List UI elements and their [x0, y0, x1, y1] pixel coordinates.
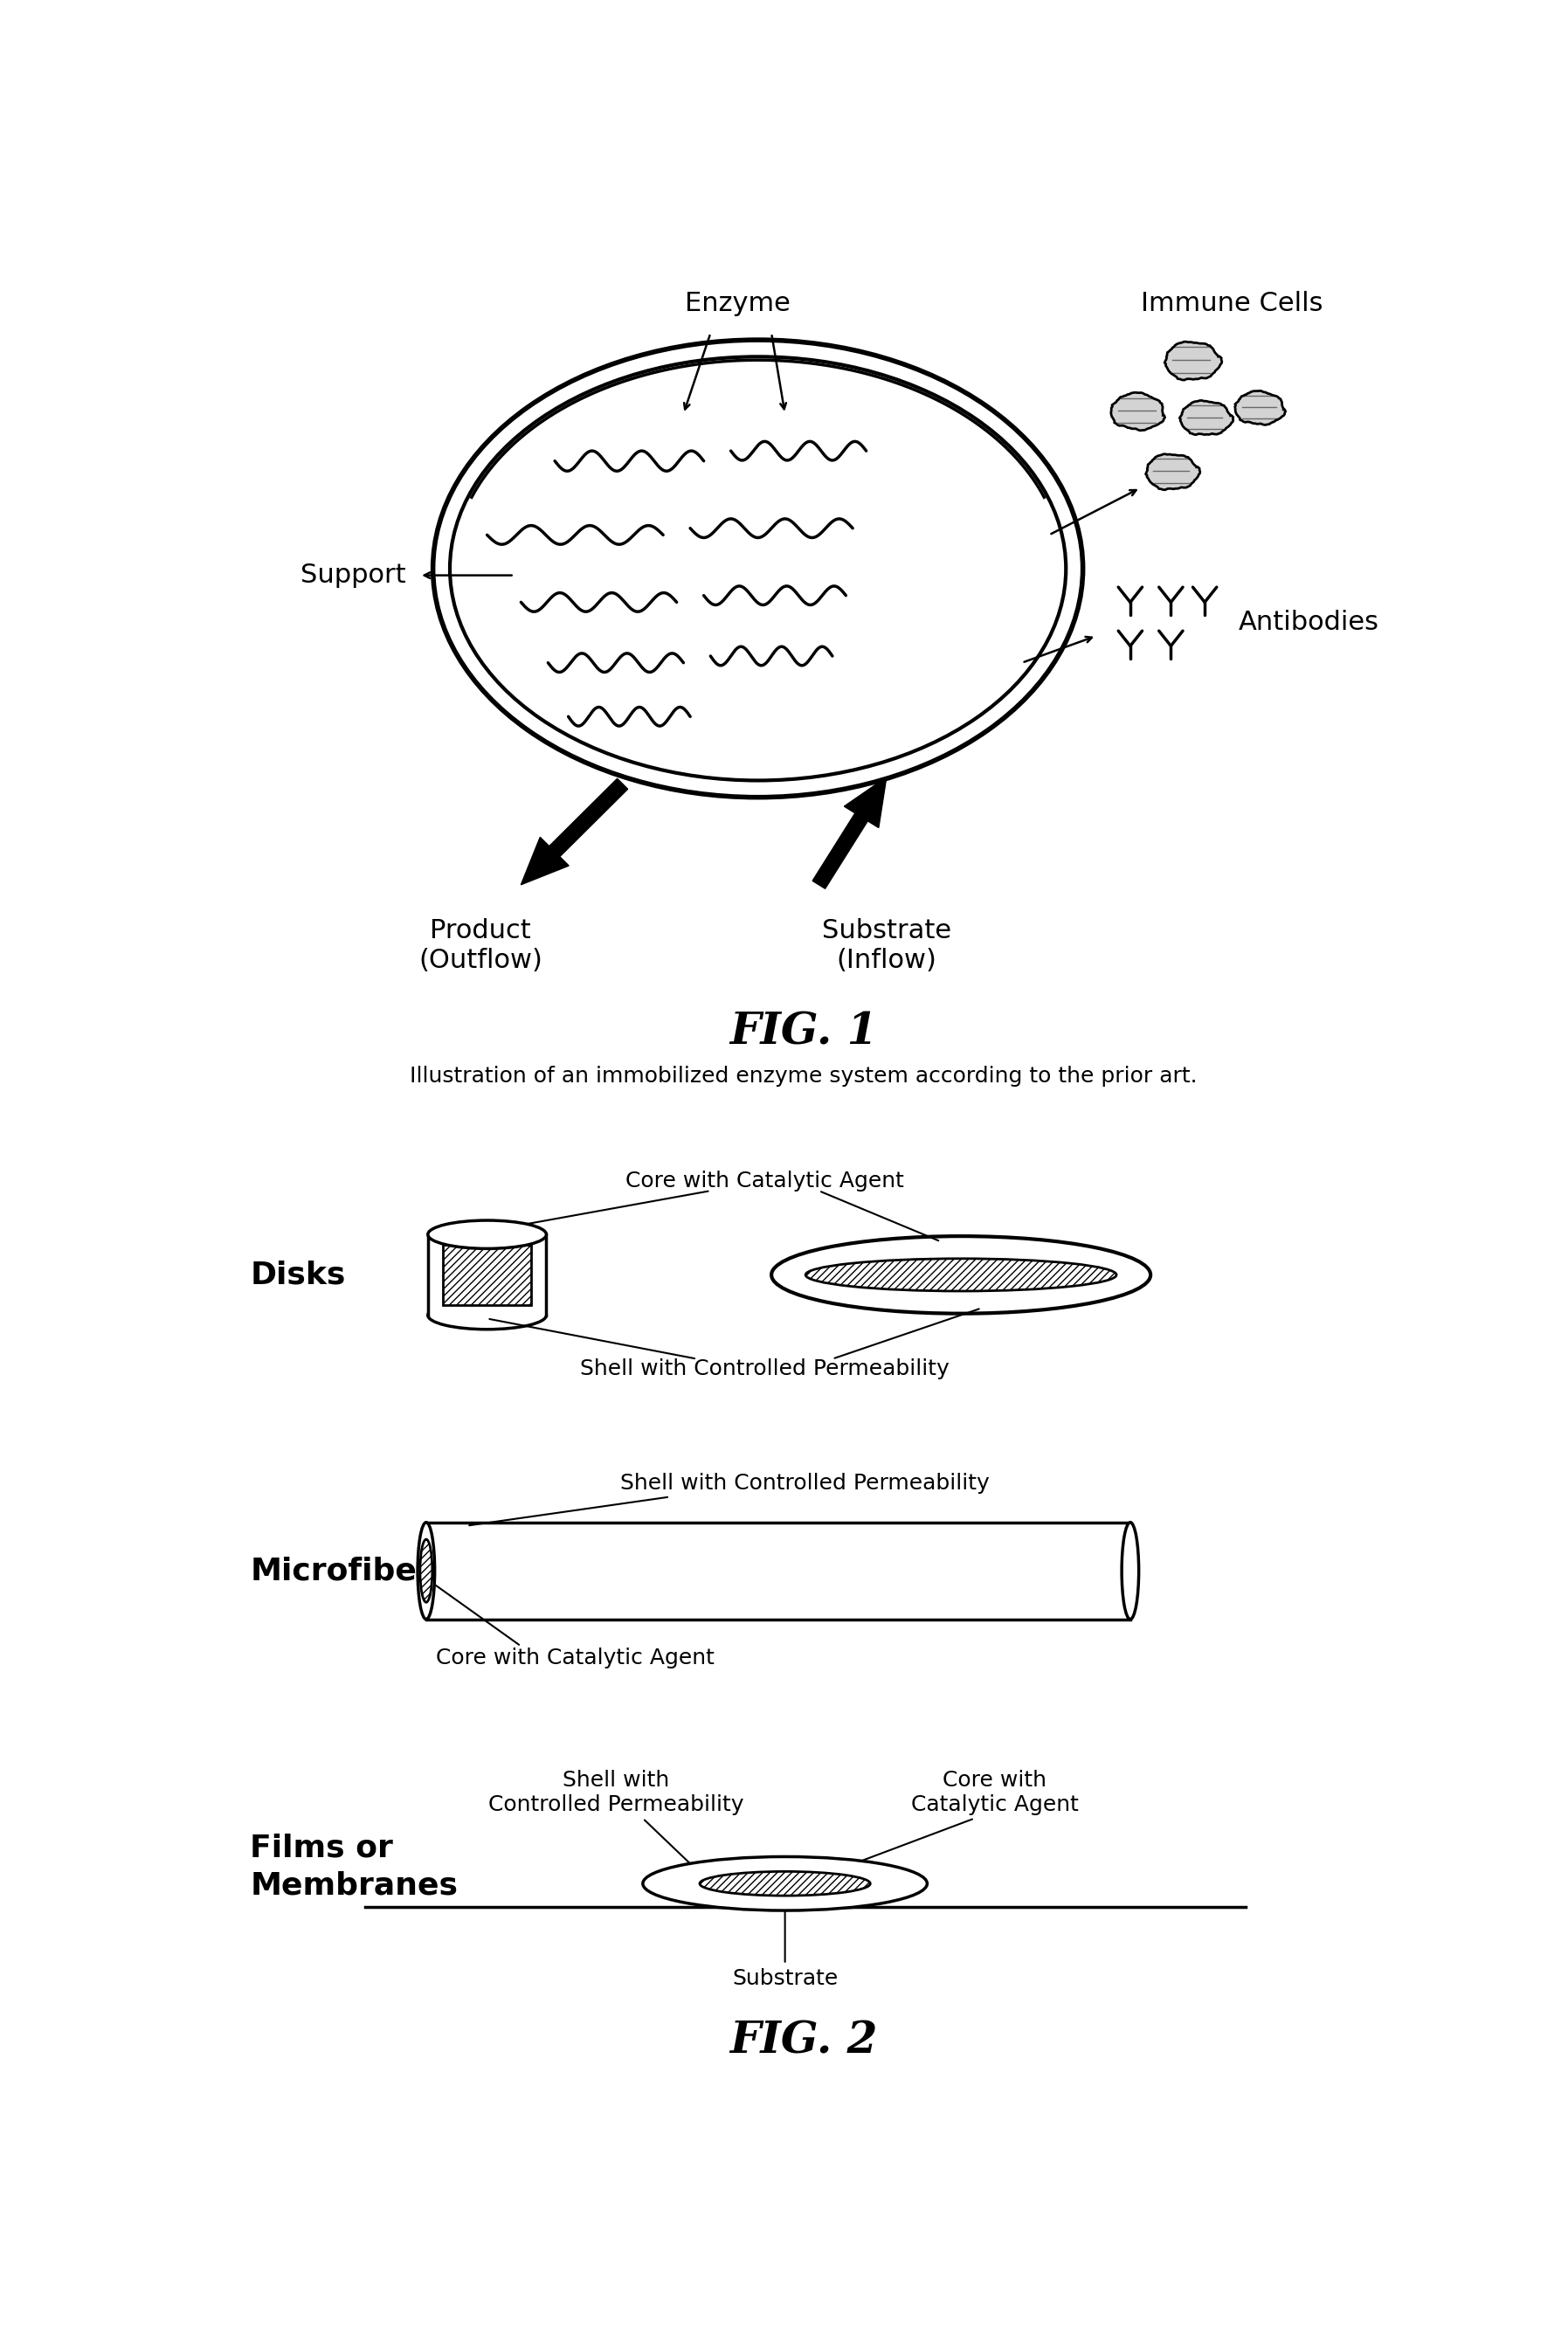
Text: Enzyme: Enzyme	[685, 291, 790, 317]
Text: Core with
Catalytic Agent: Core with Catalytic Agent	[911, 1769, 1079, 1816]
Text: Microfiber: Microfiber	[251, 1555, 433, 1585]
Text: Shell with
Controlled Permeability: Shell with Controlled Permeability	[488, 1769, 743, 1816]
Text: FIG. 1: FIG. 1	[729, 1010, 877, 1055]
Polygon shape	[1146, 454, 1200, 489]
Text: Substrate
(Inflow): Substrate (Inflow)	[822, 917, 952, 973]
Text: Core with Catalytic Agent: Core with Catalytic Agent	[436, 1648, 715, 1669]
Ellipse shape	[433, 340, 1083, 796]
FancyArrow shape	[812, 778, 886, 889]
FancyArrow shape	[521, 778, 627, 885]
Ellipse shape	[1121, 1523, 1138, 1620]
Ellipse shape	[417, 1523, 434, 1620]
Bar	[428, 1234, 546, 1315]
Text: Substrate: Substrate	[732, 1967, 837, 1988]
Bar	[442, 1245, 532, 1306]
Polygon shape	[1165, 342, 1221, 379]
Ellipse shape	[806, 1259, 1116, 1292]
Text: Films or
Membranes: Films or Membranes	[251, 1834, 458, 1900]
Ellipse shape	[699, 1872, 870, 1895]
Text: Antibodies: Antibodies	[1239, 610, 1380, 636]
Ellipse shape	[771, 1236, 1151, 1313]
Text: Product
(Outflow): Product (Outflow)	[419, 917, 543, 973]
Text: Core with Catalytic Agent: Core with Catalytic Agent	[626, 1171, 903, 1192]
Text: Support: Support	[301, 563, 406, 589]
Ellipse shape	[428, 1220, 546, 1248]
Ellipse shape	[428, 1301, 546, 1329]
Text: Disks: Disks	[251, 1259, 345, 1290]
Polygon shape	[1179, 400, 1234, 435]
Text: Shell with Controlled Permeability: Shell with Controlled Permeability	[621, 1474, 989, 1495]
Ellipse shape	[643, 1858, 927, 1911]
Bar	[426, 1523, 1131, 1620]
Polygon shape	[1236, 391, 1286, 426]
Text: FIG. 2: FIG. 2	[729, 2021, 877, 2063]
Polygon shape	[1112, 393, 1165, 431]
Ellipse shape	[420, 1539, 433, 1602]
Text: Immune Cells: Immune Cells	[1142, 291, 1323, 317]
Text: Shell with Controlled Permeability: Shell with Controlled Permeability	[580, 1360, 949, 1381]
Text: Illustration of an immobilized enzyme system according to the prior art.: Illustration of an immobilized enzyme sy…	[409, 1066, 1196, 1087]
